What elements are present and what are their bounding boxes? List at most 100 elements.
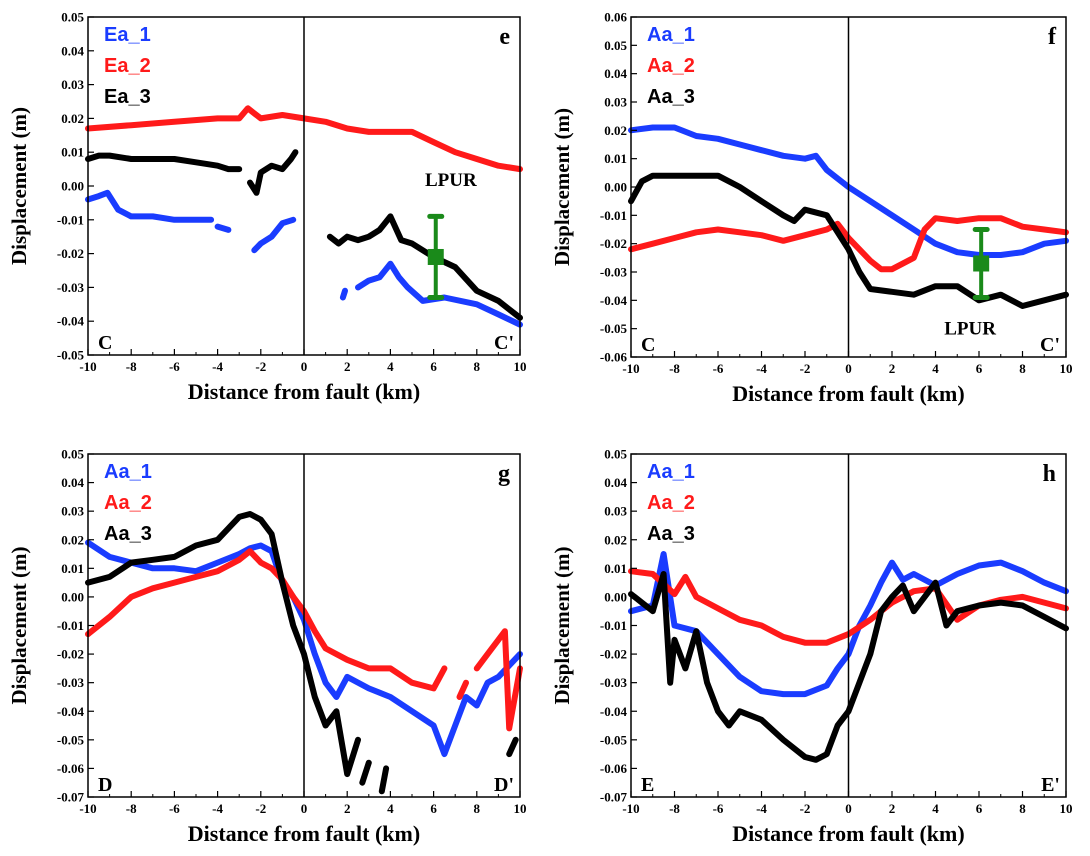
legend-entry-aa_2: Aa_2 [647, 55, 695, 77]
y-tick-label: 0.04 [604, 475, 627, 490]
y-tick-label: 0.04 [604, 66, 627, 81]
y-tick-label: 0.05 [61, 10, 84, 25]
panel-f: LPUR -10 -8 -6 -4 -2 0 2 4 6 8 10 -0.06 -0.05 -0.04 -0.… [545, 0, 1090, 428]
y-tick-label: 0.05 [604, 38, 627, 53]
series-line-aa_2 [85, 548, 448, 692]
y-tick-label: 0.00 [61, 179, 84, 194]
chart-f: LPUR -10 -8 -6 -4 -2 0 2 4 6 8 10 -0.06 -0.05 -0.04 -0.… [550, 10, 1073, 407]
chart-g: -10 -8 -6 -4 -2 0 2 4 6 8 10 -0.07 -0.06 -0.05 -0.04 -0… [7, 447, 527, 847]
x-axis-title: Distance from fault (km) [732, 381, 964, 406]
x-tick-label: -8 [669, 801, 680, 816]
chart-h: -10 -8 -6 -4 -2 0 2 4 6 8 10 -0.07 -0.06 -0.05 -0.04 -0… [550, 447, 1073, 847]
legend-entry-aa_2: Aa_2 [104, 492, 152, 514]
y-tick-label: 0.03 [604, 504, 627, 519]
x-tick-label: 2 [889, 361, 896, 376]
y-tick-label: -0.04 [600, 293, 628, 308]
y-tick-label: 0.01 [61, 561, 84, 576]
legend-entry-aa_1: Aa_1 [104, 461, 152, 483]
x-tick-label: -8 [126, 359, 137, 374]
y-tick-label: -0.03 [57, 280, 85, 295]
x-tick-label: -6 [169, 359, 180, 374]
x-tick-label: 6 [430, 801, 437, 816]
chart-e: LPUR -10 -8 -6 -4 -2 0 2 4 6 8 10 -0.05 -0.04 -0.03 -0.… [7, 10, 527, 405]
x-tick-label: -10 [79, 359, 96, 374]
profile-end-label: C' [1040, 334, 1060, 356]
series-line-aa_2 [628, 215, 1069, 273]
y-tick-label: -0.05 [600, 321, 628, 336]
x-tick-label: -10 [622, 801, 639, 816]
profile-start-label: E [641, 774, 654, 796]
y-tick-label: -0.04 [57, 314, 85, 329]
y-tick-label: 0.01 [61, 145, 84, 160]
series-line-aa_3 [359, 759, 372, 786]
series-line-aa_3 [628, 571, 1069, 763]
y-axis-title: Displacement (m) [7, 546, 31, 704]
y-tick-label: 0.02 [604, 123, 627, 138]
x-tick-label: 6 [430, 359, 437, 374]
x-tick-label: 2 [889, 801, 896, 816]
y-tick-label: -0.05 [57, 348, 85, 363]
series-line-ea_3 [85, 152, 243, 173]
profile-start-label: D [98, 774, 112, 796]
lpur-error-bar [427, 213, 445, 301]
y-tick-label: -0.06 [600, 761, 628, 776]
series-line-ea_1 [85, 189, 215, 223]
x-tick-label: 0 [301, 801, 308, 816]
y-tick-label: -0.03 [600, 265, 628, 280]
x-tick-label: -6 [713, 361, 724, 376]
x-tick-label: -4 [212, 801, 223, 816]
x-axis-title: Distance from fault (km) [188, 379, 420, 404]
x-tick-label: 6 [976, 361, 983, 376]
y-tick-label: -0.02 [57, 647, 84, 662]
y-axis-title: Displacement (m) [7, 107, 31, 265]
x-tick-label: 10 [514, 801, 527, 816]
y-axis-title: Displacement (m) [550, 108, 574, 266]
lpur-error-bar [972, 227, 990, 300]
y-tick-label: 0.04 [61, 475, 84, 490]
x-tick-label: -4 [756, 801, 767, 816]
panel-letter: f [1048, 24, 1057, 50]
y-axis-title: Displacement (m) [550, 546, 574, 704]
y-tick-label: 0.03 [61, 77, 84, 92]
y-tick-label: -0.01 [600, 618, 627, 633]
profile-start-label: C [641, 334, 655, 356]
x-tick-label: -2 [800, 801, 811, 816]
y-tick-label: 0.03 [61, 504, 84, 519]
profile-end-label: D' [494, 774, 514, 796]
series-group [628, 551, 1069, 763]
series-line-ea_1 [339, 287, 348, 301]
series-line-ea_3 [247, 149, 299, 196]
y-tick-label: 0.06 [604, 10, 627, 25]
series-line-aa_1 [628, 124, 1069, 258]
panel-h: -10 -8 -6 -4 -2 0 2 4 6 8 10 -0.07 -0.06 -0.05 -0.04 -0… [545, 428, 1090, 856]
profile-start-label: C [98, 332, 112, 354]
x-tick-label: 6 [976, 801, 983, 816]
error-bar-marker [973, 255, 990, 272]
y-tick-label: 0.05 [604, 447, 627, 462]
y-tick-label: -0.02 [600, 647, 627, 662]
y-tick-label: 0.01 [604, 561, 627, 576]
x-tick-label: -8 [126, 801, 137, 816]
series-line-aa_1 [85, 539, 523, 758]
y-tick-label: 0.00 [604, 180, 627, 195]
y-tick-label: -0.05 [57, 732, 85, 747]
x-tick-label: -4 [756, 361, 767, 376]
y-tick-label: 0.00 [61, 589, 84, 604]
y-tick-label: -0.02 [57, 246, 84, 261]
y-tick-label: 0.01 [604, 151, 627, 166]
panel-e: LPUR -10 -8 -6 -4 -2 0 2 4 6 8 10 -0.05 -0.04 -0.03 -0.… [0, 0, 545, 428]
x-tick-label: 10 [1060, 361, 1073, 376]
legend-entry-aa_3: Aa_3 [647, 523, 695, 545]
series-group [85, 511, 523, 795]
x-tick-label: 0 [845, 361, 852, 376]
x-tick-label: -2 [255, 359, 266, 374]
x-tick-label: 8 [474, 359, 481, 374]
x-tick-label: 4 [932, 361, 939, 376]
x-tick-label: 8 [474, 801, 481, 816]
x-tick-label: 8 [1019, 801, 1026, 816]
x-tick-label: 4 [387, 801, 394, 816]
legend-entry-ea_1: Ea_1 [104, 24, 151, 46]
y-tick-label: -0.07 [600, 790, 628, 805]
y-tick-label: -0.03 [600, 675, 628, 690]
